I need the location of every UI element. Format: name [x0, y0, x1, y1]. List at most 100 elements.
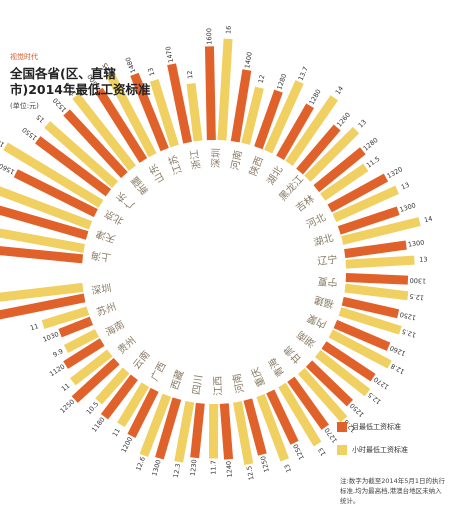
hourly-wage-bar: [314, 350, 371, 397]
legend-swatch-hourly: [337, 445, 347, 455]
hourly-value-label: 13.7: [297, 65, 310, 81]
monthly-wage-bar: [341, 296, 400, 319]
monthly-wage-bar: [167, 63, 192, 144]
monthly-wage-bar: [130, 72, 169, 152]
monthly-value-label: 1550: [21, 126, 39, 142]
hourly-wage-bar: [70, 349, 113, 386]
monthly-value-label: 1250: [59, 398, 77, 415]
monthly-value-label: 1300: [409, 276, 426, 285]
monthly-value-label: 1600: [205, 28, 213, 45]
hourly-wage-bar: [95, 367, 130, 405]
monthly-wage-bar: [276, 103, 314, 160]
monthly-wage-bar: [204, 46, 216, 141]
region-label: 青海: [265, 356, 287, 380]
monthly-value-label: 1520: [51, 96, 68, 114]
hourly-value-label: 13: [419, 255, 428, 263]
monthly-wage-bar: [344, 240, 407, 259]
legend-swatch-monthly: [337, 422, 347, 432]
monthly-wage-bar: [296, 124, 341, 175]
hourly-value-label: 16.9: [0, 134, 6, 148]
legend-item-monthly: 月最低工资标准: [337, 420, 447, 434]
monthly-wage-bar: [155, 397, 182, 460]
section-tag: 视觉时代: [10, 53, 38, 61]
hourly-wage-bar: [174, 400, 195, 463]
monthly-wage-bar: [0, 202, 89, 240]
region-label: 新疆: [128, 174, 151, 198]
hourly-value-label: 14: [423, 215, 433, 225]
monthly-wage-bar: [100, 374, 138, 420]
region-label: 宁夏: [317, 275, 338, 290]
hourly-value-label: 13: [357, 118, 369, 130]
hourly-wage-bar: [44, 121, 119, 188]
hourly-wage-bar: [264, 80, 304, 154]
region-label: 山东: [146, 162, 167, 186]
monthly-value-label: 1280: [275, 73, 288, 91]
monthly-value-label: 1280: [307, 88, 322, 106]
monthly-wage-bar: [243, 398, 267, 456]
hourly-wage-bar: [341, 217, 421, 245]
hourly-wage-bar: [297, 367, 348, 423]
region-label: 陕西: [246, 154, 266, 177]
hourly-wage-bar: [285, 95, 339, 166]
hourly-value-label: 11: [29, 322, 39, 332]
monthly-value-label: 1470: [164, 46, 175, 64]
monthly-wage-bar: [313, 147, 366, 193]
monthly-wage-bar: [0, 293, 86, 325]
legend-item-hourly: 小时最低工资标准: [337, 443, 447, 457]
monthly-value-label: 1320: [386, 165, 404, 180]
region-label: 海南: [103, 318, 127, 339]
region-label: 江苏: [166, 153, 185, 176]
monthly-value-label: 1250: [399, 310, 417, 321]
region-label: 北京: [102, 207, 126, 228]
region-label: 湖南: [294, 328, 318, 350]
region-label: 苏州: [95, 300, 118, 319]
monthly-value-label: 1200: [120, 436, 135, 454]
hourly-value-label: 13: [146, 67, 156, 77]
monthly-wage-bar: [95, 87, 148, 163]
region-label: 广东: [113, 189, 137, 212]
monthly-wage-bar: [230, 69, 252, 143]
region-label: 深圳: [210, 148, 222, 168]
hourly-wage-bar: [332, 185, 399, 223]
region-label: 吉林: [293, 192, 317, 214]
hourly-wage-bar: [338, 307, 402, 335]
monthly-wage-bar: [219, 403, 234, 460]
hourly-value-label: 10.5: [85, 400, 101, 416]
monthly-wage-bar: [337, 206, 400, 235]
hourly-value-label: 12.6: [134, 456, 147, 472]
region-label: 河北: [304, 211, 327, 231]
monthly-wage-bar: [127, 387, 159, 438]
hourly-value-label: 15: [101, 61, 112, 72]
monthly-value-label: 1300: [150, 459, 162, 477]
hourly-value-label: 12: [257, 74, 267, 84]
hourly-wage-bar: [217, 38, 233, 141]
monthly-value-label: 1280: [362, 136, 380, 153]
monthly-value-label: 1240: [225, 461, 234, 478]
monthly-value-label: 1030: [42, 330, 60, 344]
monthly-value-label: 1180: [90, 416, 106, 434]
hourly-wage-bar: [0, 223, 85, 253]
hourly-wage-bar: [63, 328, 99, 354]
hourly-value-label: 12.8: [389, 362, 406, 376]
region-label: 深圳: [91, 282, 113, 297]
monthly-value-label: 1250: [292, 443, 306, 461]
legend: 月最低工资标准 小时最低工资标准: [337, 420, 447, 466]
hourly-value-label: 11.7: [209, 460, 217, 475]
region-label: 贵州: [115, 334, 139, 357]
region-label: 浙江: [188, 149, 203, 171]
monthly-wage-bar: [305, 360, 354, 407]
hourly-value-label: 13: [283, 463, 293, 474]
monthly-wage-bar: [0, 242, 84, 264]
hourly-wage-bar: [328, 329, 392, 369]
monthly-value-label: 1300: [399, 201, 417, 214]
hourly-wage-bar: [278, 382, 322, 447]
monthly-wage-bar: [63, 338, 105, 369]
monthly-value-label: 1120: [48, 363, 66, 379]
monthly-value-label: 1260: [335, 111, 352, 129]
legend-label-hourly: 小时最低工资标准: [352, 446, 408, 454]
hourly-value-label: 12.5: [409, 292, 424, 302]
monthly-wage-bar: [345, 273, 409, 285]
hourly-value-label: 11.5: [365, 155, 381, 170]
hourly-wage-bar: [0, 282, 84, 304]
monthly-value-label: 1250: [259, 455, 271, 473]
